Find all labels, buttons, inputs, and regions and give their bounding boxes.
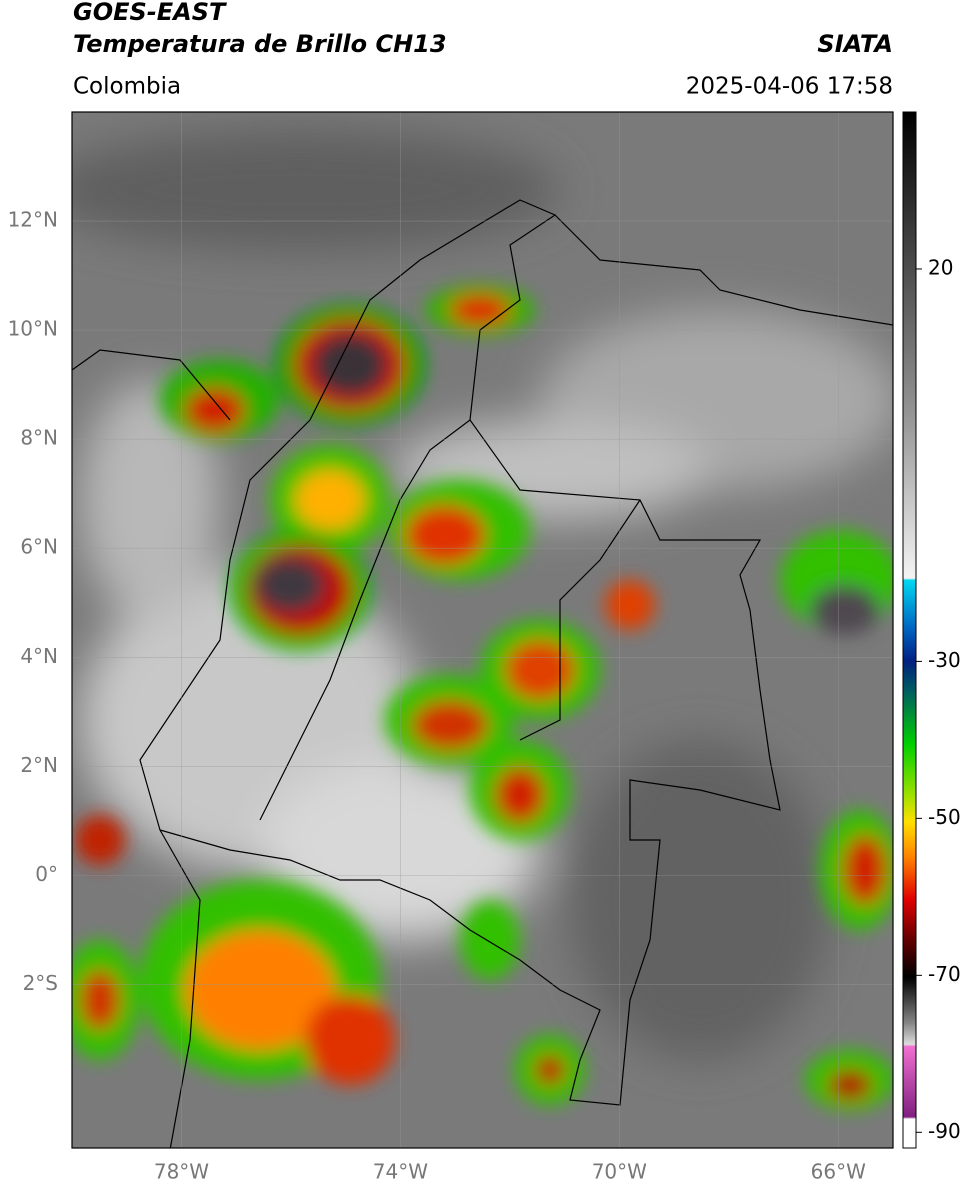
y-tick-label: 4°N [20,644,58,668]
y-tick-label: 2°S [23,971,58,995]
subtitle: Temperatura de Brillo CH13 [73,30,447,58]
x-tick-label: 70°W [592,1160,647,1184]
colorbar-tick-label: -50 [928,805,961,829]
satellite-image [72,112,893,1148]
colorbar [902,111,917,1149]
x-tick-label: 74°W [373,1160,428,1184]
title: GOES-EAST [73,0,227,26]
y-tick-label: 0° [35,862,58,886]
colorbar-tick-label: 20 [928,255,953,279]
y-tick-label: 6°N [20,535,58,559]
x-tick-label: 78°W [154,1160,209,1184]
graticule [72,112,893,1148]
region: Colombia [73,74,181,100]
y-tick-label: 2°N [20,753,58,777]
map-frame [71,111,894,1149]
colorbar-tick-label: -30 [928,648,961,672]
colorbar-tick-label: -70 [928,962,961,986]
y-tick-label: 8°N [20,426,58,450]
colorbar-tick-label: -90 [928,1119,961,1143]
datetime: 2025-04-06 17:58 [686,74,893,100]
y-tick-label: 10°N [8,317,58,341]
y-tick-label: 12°N [8,208,58,232]
source: SIATA [817,30,893,58]
x-tick-label: 66°W [811,1160,866,1184]
borders [72,199,893,1148]
